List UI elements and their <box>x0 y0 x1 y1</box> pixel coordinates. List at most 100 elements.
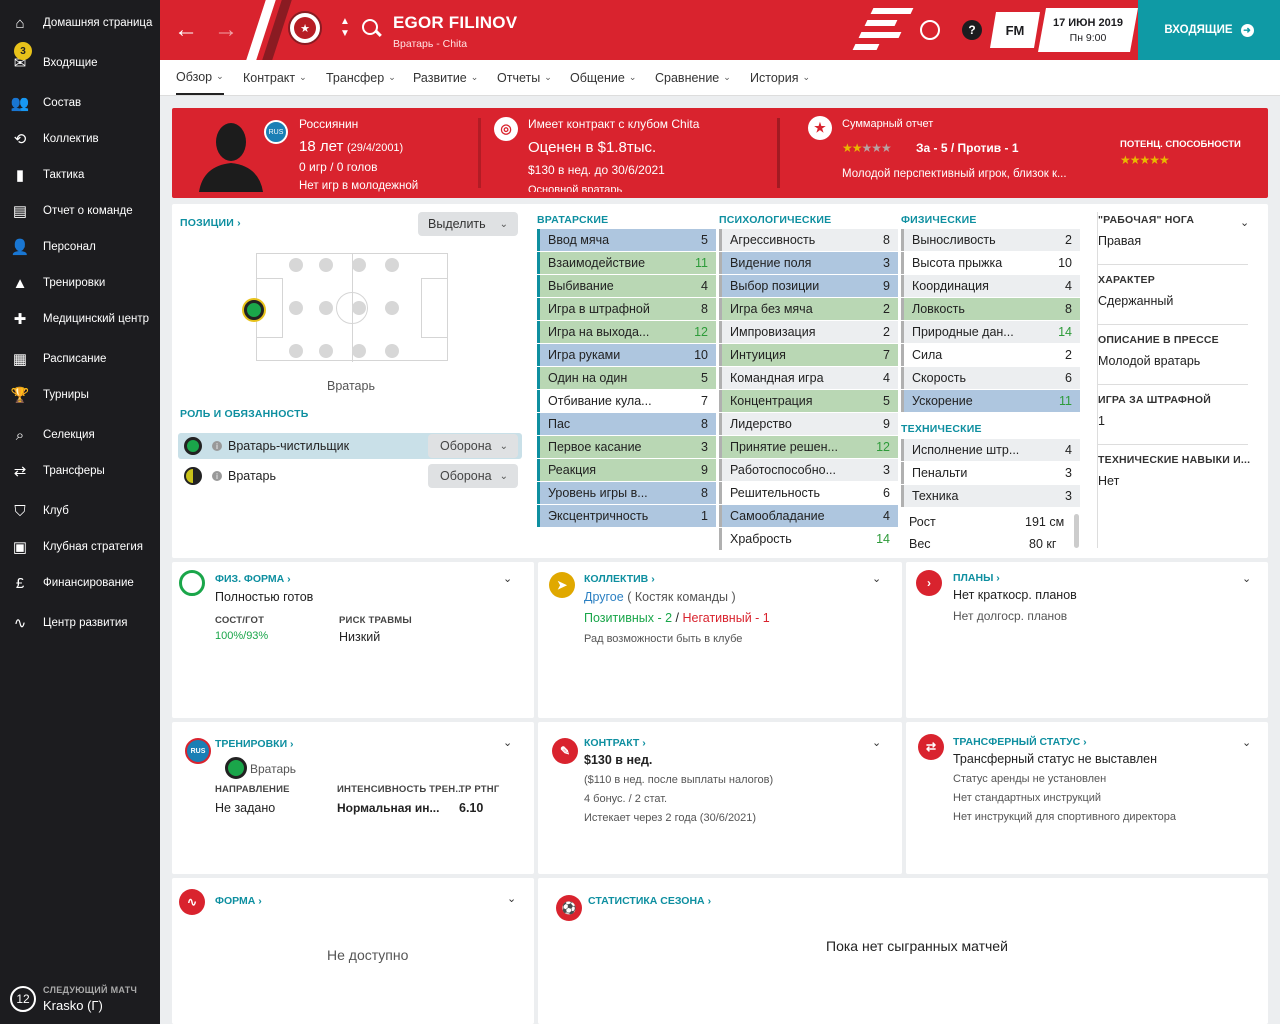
player-switch-icon[interactable]: ▲ ▼ <box>340 16 350 39</box>
tab-6[interactable]: Общение ⌄ <box>570 60 636 95</box>
attribute-mental[interactable]: Принятие решен... 12 <box>719 436 898 458</box>
help-icon[interactable]: ? <box>962 20 982 40</box>
club-crest-icon[interactable]: ★ <box>288 11 322 45</box>
duty-dropdown[interactable]: Оборона ⌄ <box>428 434 518 458</box>
chevron-down-icon[interactable]: ⌄ <box>1240 217 1250 229</box>
attribute-mental[interactable]: Импровизация 2 <box>719 321 898 343</box>
sidebar-item-trophy[interactable]: 🏆 Турниры <box>0 377 160 413</box>
info-icon[interactable]: i <box>212 441 222 451</box>
next-match[interactable]: 12 СЛЕДУЮЩИЙ МАТЧ Krasko (Г) <box>0 974 160 1024</box>
sidebar-item-scouting[interactable]: ⌕ Селекция <box>0 417 160 453</box>
sidebar-item-staff[interactable]: 👤 Персонал <box>0 229 160 265</box>
attribute-technical[interactable]: Исполнение штр... 4 <box>901 439 1080 461</box>
attribute-mental[interactable]: Видение поля 3 <box>719 252 898 274</box>
summary-votes[interactable]: За - 5 / Против - 1 <box>916 141 1019 155</box>
attribute-goalkeeping[interactable]: Отбивание кула... 7 <box>537 390 716 412</box>
sidebar-item-training[interactable]: ▲ Тренировки <box>0 265 160 301</box>
search-icon[interactable] <box>362 19 378 35</box>
chevron-down-icon[interactable]: ⌄ <box>1242 573 1252 585</box>
chevron-down-icon[interactable]: ⌄ <box>872 573 882 585</box>
attribute-mental[interactable]: Выбор позиции 9 <box>719 275 898 297</box>
attribute-goalkeeping[interactable]: Эксцентричность 1 <box>537 505 716 527</box>
tab-3[interactable]: Трансфер ⌄ <box>326 60 396 95</box>
sidebar-item-calendar[interactable]: ▦ Расписание <box>0 341 160 377</box>
attribute-goalkeeping[interactable]: Уровень игры в... 8 <box>537 482 716 504</box>
attribute-physical[interactable]: Сила 2 <box>901 344 1080 366</box>
sidebar-item-inbox[interactable]: ✉ 3 Входящие <box>0 42 160 81</box>
attribute-physical[interactable]: Ускорение 11 <box>901 390 1080 412</box>
attribute-mental[interactable]: Игра без мяча 2 <box>719 298 898 320</box>
info-icon[interactable]: i <box>212 471 222 481</box>
attribute-mental[interactable]: Самообладание 4 <box>719 505 898 527</box>
attribute-technical[interactable]: Техника 3 <box>901 485 1080 507</box>
attribute-mental[interactable]: Концентрация 5 <box>719 390 898 412</box>
gk-position-marker[interactable] <box>244 300 264 320</box>
sidebar-item-medical[interactable]: ✚ Медицинский центр <box>0 301 160 337</box>
tab-4[interactable]: Развитие ⌄ <box>413 60 478 95</box>
sidebar-item-club[interactable]: ⛉ Клуб <box>0 493 160 529</box>
attribute-goalkeeping[interactable]: Взаимодействие 11 <box>537 252 716 274</box>
chevron-down-icon[interactable]: ⌄ <box>872 737 882 749</box>
intensity-value[interactable]: Нормальная ин... <box>337 801 440 815</box>
fitness-title[interactable]: ФИЗ. ФОРМА › <box>215 573 291 585</box>
training-title[interactable]: ТРЕНИРОВКИ › <box>215 738 294 750</box>
sidebar-item-dynamics[interactable]: ⟲ Коллектив <box>0 121 160 157</box>
season-stats-title[interactable]: СТАТИСТИКА СЕЗОНА › <box>588 895 712 907</box>
tab-7[interactable]: Сравнение ⌄ <box>655 60 731 95</box>
attribute-goalkeeping[interactable]: Первое касание 3 <box>537 436 716 458</box>
attribute-physical[interactable]: Координация 4 <box>901 275 1080 297</box>
training-role[interactable]: Вратарь <box>250 762 297 776</box>
sidebar-item-transfers[interactable]: ⇄ Трансферы <box>0 453 160 489</box>
attribute-goalkeeping[interactable]: Игра руками 10 <box>537 344 716 366</box>
attribute-mental[interactable]: Интуиция 7 <box>719 344 898 366</box>
attribute-goalkeeping[interactable]: Выбивание 4 <box>537 275 716 297</box>
highlight-dropdown[interactable]: Выделить ⌄ <box>418 212 518 236</box>
attribute-goalkeeping[interactable]: Ввод мяча 5 <box>537 229 716 251</box>
attribute-goalkeeping[interactable]: Реакция 9 <box>537 459 716 481</box>
sidebar-item-report[interactable]: ▤ Отчет о команде <box>0 193 160 229</box>
attribute-goalkeeping[interactable]: Один на один 5 <box>537 367 716 389</box>
chevron-down-icon[interactable]: ⌄ <box>1242 737 1252 749</box>
transfer-status-title[interactable]: ТРАНСФЕРНЫЙ СТАТУС › <box>953 736 1087 748</box>
attributes-scrollbar[interactable] <box>1074 514 1079 548</box>
attribute-mental[interactable]: Командная игра 4 <box>719 367 898 389</box>
chevron-down-icon[interactable]: ⌄ <box>503 573 513 585</box>
tab-2[interactable]: Контракт ⌄ <box>243 60 307 95</box>
sidebar-item-home[interactable]: ⌂ Домашняя страница <box>0 5 160 41</box>
attribute-mental[interactable]: Агрессивность 8 <box>719 229 898 251</box>
focus-value[interactable]: Не задано <box>215 801 276 815</box>
sidebar-item-strategy[interactable]: ▣ Клубная стратегия <box>0 529 160 565</box>
forward-arrow-icon[interactable]: → <box>214 16 238 43</box>
attribute-physical[interactable]: Скорость 6 <box>901 367 1080 389</box>
positions-title[interactable]: ПОЗИЦИИ › <box>180 217 241 229</box>
attribute-goalkeeping[interactable]: Игра в штрафной 8 <box>537 298 716 320</box>
globe-icon[interactable] <box>920 20 940 40</box>
contract-title[interactable]: КОНТРАКТ › <box>584 737 646 749</box>
nation-flag-icon[interactable]: RUS <box>264 120 288 144</box>
continue-button[interactable]: ВХОДЯЩИЕ ➜ <box>1138 0 1280 60</box>
tab-8[interactable]: История ⌄ <box>750 60 810 95</box>
plans-title[interactable]: ПЛАНЫ › <box>953 572 1000 584</box>
role-row-sweeper-keeper[interactable]: i Вратарь-чистильщик Оборона ⌄ <box>178 433 522 459</box>
sidebar-item-tactics[interactable]: ▮ Тактика <box>0 157 160 193</box>
attribute-technical[interactable]: Пенальти 3 <box>901 462 1080 484</box>
form-title[interactable]: ФОРМА › <box>215 895 262 907</box>
sidebar-item-squad[interactable]: 👥 Состав <box>0 85 160 121</box>
tab-5[interactable]: Отчеты ⌄ <box>497 60 552 95</box>
chevron-down-icon[interactable]: ⌄ <box>503 737 513 749</box>
attribute-physical[interactable]: Высота прыжка 10 <box>901 252 1080 274</box>
attribute-mental[interactable]: Решительность 6 <box>719 482 898 504</box>
chevron-down-icon[interactable]: ⌄ <box>507 893 517 905</box>
duty-dropdown[interactable]: Оборона ⌄ <box>428 464 518 488</box>
attribute-physical[interactable]: Природные дан... 14 <box>901 321 1080 343</box>
attribute-mental[interactable]: Работоспособно... 3 <box>719 459 898 481</box>
attribute-mental[interactable]: Лидерство 9 <box>719 413 898 435</box>
sidebar-item-finance[interactable]: £ Финансирование <box>0 565 160 601</box>
sidebar-item-development[interactable]: ∿ Центр развития <box>0 605 160 641</box>
fm-menu-button[interactable]: FM <box>990 12 1040 48</box>
role-row-goalkeeper[interactable]: i Вратарь Оборона ⌄ <box>178 463 522 489</box>
tab-1[interactable]: Обзор ⌄ <box>176 60 224 95</box>
attribute-goalkeeping[interactable]: Игра на выхода... 12 <box>537 321 716 343</box>
nationality[interactable]: Россиянин <box>299 117 359 131</box>
dynamics-title[interactable]: КОЛЛЕКТИВ › <box>584 573 655 585</box>
